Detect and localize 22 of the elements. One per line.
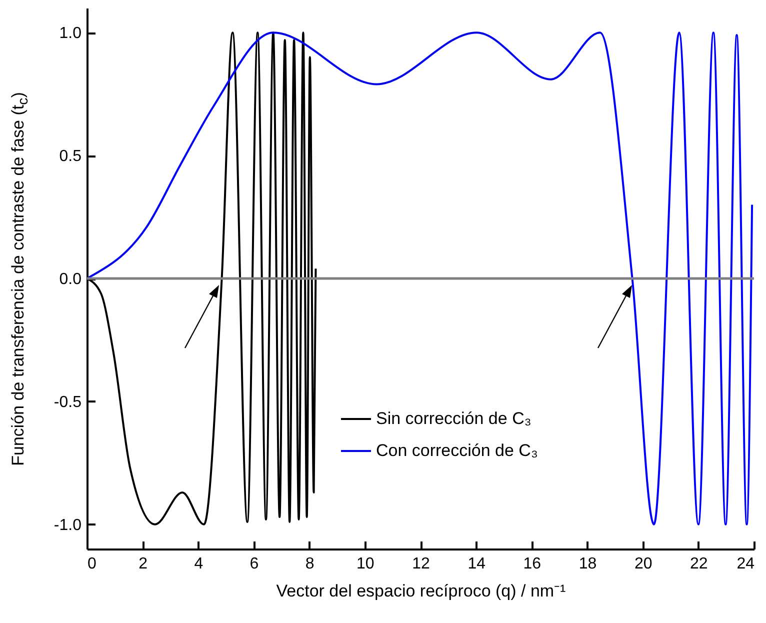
x-tick-label: 14: [468, 556, 486, 572]
y-tick-label: 0.0: [59, 271, 82, 288]
line-series: [86, 32, 754, 526]
x-tick-label: 16: [523, 556, 542, 572]
x-tick-label: 24: [736, 556, 755, 572]
x-tick-label: 0: [88, 556, 96, 572]
y-tick-label: -0.5: [54, 394, 82, 411]
y-tick-label: 0.5: [59, 148, 82, 166]
y-tick-label: -1.0: [54, 516, 82, 534]
x-axis-title: Vector del espacio recíproco (q) / nm⁻¹: [276, 582, 566, 600]
x-tick-label: 4: [194, 556, 204, 572]
x-tick-label: 12: [412, 556, 430, 572]
legend-label: Con corrección de C₃: [376, 441, 538, 460]
x-tick-label: 6: [250, 556, 259, 572]
legend-label: Sin corrección de C₃: [376, 409, 532, 428]
y-tick-label: 1.0: [59, 25, 82, 42]
x-tick-label: 2: [138, 556, 148, 572]
x-tick-label: 10: [356, 556, 374, 572]
x-tick-label: 22: [690, 556, 708, 572]
x-tick-label: 18: [578, 556, 597, 572]
x-tick-label: 8: [305, 556, 314, 572]
x-tick-label: 20: [634, 556, 652, 572]
